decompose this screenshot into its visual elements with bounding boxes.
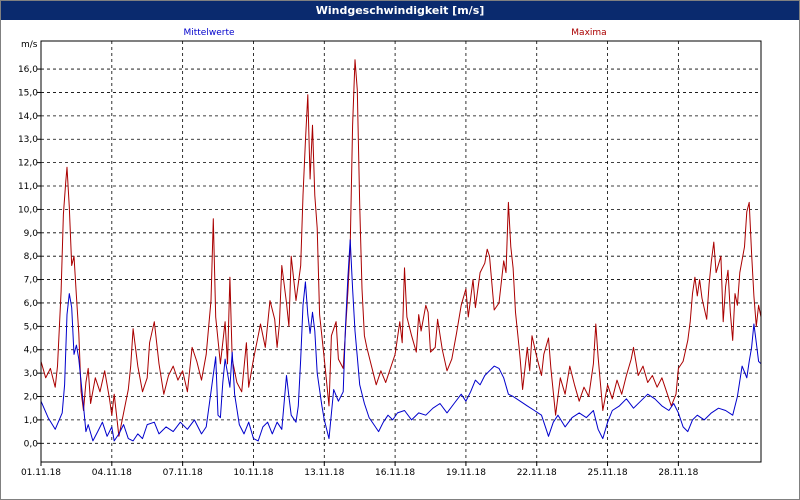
x-tick-label: 25.11.18 [588,468,628,478]
wind-speed-chart: 0,0 1,0 2,0 3,0 4,0 5,0 6,0 7,0 8,0 9,0 10,0 11,0 12… [18,28,762,478]
y-tick-label: 5,0 [24,322,39,332]
x-tick-label: 22.11.18 [517,468,557,478]
y-tick-label: 0,0 [24,439,39,449]
y-tick-label: 15,0 [18,88,38,98]
y-tick-label: 3,0 [24,369,39,379]
y-tick-label: 8,0 [24,252,39,262]
x-tick-label: 07.11.18 [163,468,203,478]
y-tick-label: 2,0 [24,393,39,403]
x-tick-label: 28.11.18 [658,468,698,478]
series-lines [40,59,762,442]
legend-mittelwerte: Mittelwerte [183,28,234,38]
x-tick-label: 19.11.18 [446,468,486,478]
legend-maxima: Maxima [571,28,606,38]
x-tick-label: 16.11.18 [375,468,415,478]
grid-lines [37,41,761,466]
y-tick-label: 14,0 [18,112,38,122]
y-tick-labels: 0,0 1,0 2,0 3,0 4,0 5,0 6,0 7,0 8,0 9,0 10,0 11,0 12… [18,65,38,449]
x-tick-label: 13.11.18 [304,468,344,478]
y-tick-label: 6,0 [24,299,39,309]
y-tick-label: 11,0 [18,182,38,192]
series-line-mittelwerte [40,239,762,442]
y-tick-label: 7,0 [24,276,39,286]
series-line-maxima [40,59,762,437]
window-title: Windgeschwindigkeit [m/s] [1,1,799,20]
y-tick-label: 9,0 [24,229,39,239]
y-tick-label: 10,0 [18,205,38,215]
y-tick-label: 13,0 [18,135,38,145]
x-tick-label: 04.11.18 [92,468,132,478]
y-tick-label: 4,0 [24,346,39,356]
x-tick-label: 10.11.18 [233,468,273,478]
plot-frame [40,40,762,463]
y-tick-label: 12,0 [18,159,38,169]
y-tick-label: 16,0 [18,65,38,75]
x-tick-labels: 01.11.18 04.11.18 07.11.18 10.11.18 13.11.18… [21,468,699,478]
y-axis-label: m/s [21,40,38,50]
y-tick-label: 1,0 [24,416,39,426]
x-tick-label: 01.11.18 [21,468,61,478]
